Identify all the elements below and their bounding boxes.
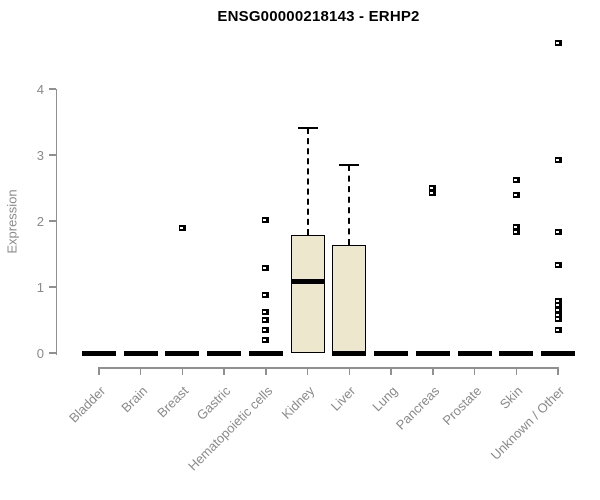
- y-axis-tick: [48, 154, 56, 156]
- median-line: [332, 350, 367, 356]
- y-tick-label: 1: [36, 279, 44, 295]
- box-rect: [290, 234, 325, 353]
- whisker-line: [306, 127, 309, 235]
- flat-box: [457, 350, 492, 356]
- outlier-point: [554, 326, 562, 333]
- x-axis-line: [98, 367, 559, 369]
- outlier-point: [554, 311, 562, 318]
- flat-box: [415, 350, 450, 356]
- chart-title: ENSG00000218143 - ERHP2: [217, 8, 420, 25]
- outlier-point: [262, 317, 270, 323]
- outlier-point: [262, 264, 270, 271]
- outlier-point: [262, 217, 270, 224]
- y-axis-tick: [48, 220, 56, 222]
- y-tick-label: 0: [36, 345, 44, 361]
- x-axis-tick: [139, 367, 142, 375]
- outlier-point: [262, 291, 270, 298]
- outlier-point: [554, 302, 562, 309]
- x-axis-tick: [473, 367, 476, 375]
- outlier-point: [429, 185, 437, 191]
- flat-box: [499, 350, 534, 356]
- outlier-point: [554, 307, 562, 314]
- flat-box: [123, 350, 158, 356]
- outlier-point: [554, 262, 562, 269]
- flat-box: [541, 350, 576, 356]
- outlier-point: [554, 229, 562, 236]
- x-axis-tick: [390, 367, 392, 375]
- outlier-point: [554, 297, 562, 304]
- y-tick-label: 2: [36, 213, 44, 229]
- x-axis-tick: [557, 367, 559, 375]
- flat-box: [248, 350, 283, 356]
- whisker-line: [348, 164, 351, 245]
- flat-box: [82, 350, 116, 356]
- x-axis-tick: [432, 367, 434, 375]
- median-line: [290, 279, 325, 285]
- x-axis-tick: [181, 367, 184, 375]
- x-axis-tick: [515, 367, 518, 375]
- whisker-cap: [339, 163, 360, 167]
- y-axis-tick: [48, 352, 56, 354]
- y-axis-tick: [48, 286, 56, 288]
- outlier-point: [262, 326, 270, 333]
- y-axis-tick: [48, 88, 56, 90]
- y-axis-line: [55, 89, 57, 355]
- y-tick-label: 3: [36, 147, 44, 163]
- x-axis-tick: [223, 367, 225, 375]
- outlier-point: [512, 223, 520, 230]
- box-rect: [332, 244, 367, 353]
- outlier-point: [554, 316, 562, 323]
- x-axis-tick: [306, 367, 309, 375]
- y-tick-label: 4: [36, 81, 44, 97]
- flat-box: [374, 350, 409, 356]
- x-axis-tick: [98, 367, 100, 375]
- outlier-point: [262, 309, 270, 316]
- outlier-point: [554, 157, 562, 164]
- flat-box: [165, 350, 200, 356]
- outlier-point: [262, 336, 270, 343]
- outlier-point: [178, 225, 186, 232]
- x-axis-tick: [348, 367, 351, 375]
- flat-box: [207, 350, 242, 356]
- y-axis-label: Expression: [4, 189, 20, 254]
- whisker-cap: [297, 126, 318, 130]
- outlier-point: [429, 190, 437, 197]
- outlier-point: [512, 192, 520, 199]
- outlier-point: [554, 39, 562, 46]
- outlier-point: [512, 177, 520, 184]
- outlier-point: [512, 229, 520, 236]
- x-axis-tick: [265, 367, 267, 375]
